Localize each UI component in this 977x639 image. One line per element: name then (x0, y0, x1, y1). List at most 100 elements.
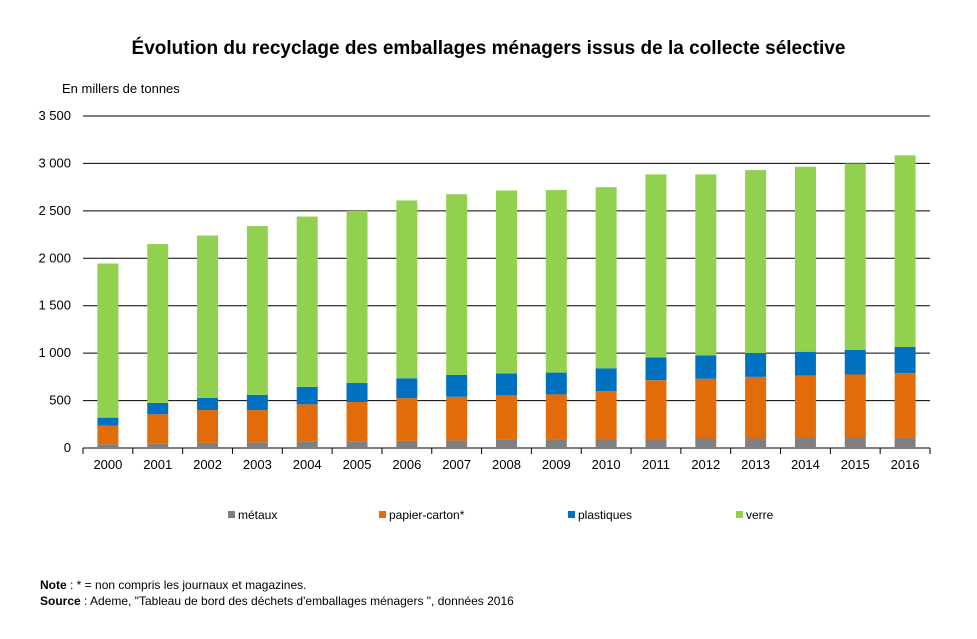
bar-segment (446, 374, 468, 397)
bar-segment (545, 394, 567, 440)
bar-segment (396, 440, 418, 448)
x-tick-label: 2007 (442, 457, 471, 472)
x-tick-label: 2006 (392, 457, 421, 472)
x-tick-label: 2012 (691, 457, 720, 472)
footnotes: Note : * = non compris les journaux et m… (40, 577, 514, 609)
x-tick-label: 2011 (642, 457, 670, 472)
bar-segment (595, 187, 617, 369)
y-tick-label: 2 500 (38, 203, 71, 218)
y-tick-label: 1 000 (38, 345, 71, 360)
x-tick-label: 2002 (193, 457, 222, 472)
bar-segment (844, 349, 866, 375)
bar-segment (147, 402, 169, 415)
bar-segment (595, 439, 617, 448)
bar-segment (645, 357, 667, 381)
bar-segment (97, 263, 119, 418)
x-tick-label: 2005 (343, 457, 372, 472)
x-tick-label: 2008 (492, 457, 521, 472)
bar-segment (246, 226, 268, 395)
bar-segment (695, 174, 717, 356)
note-label: Note (40, 578, 67, 592)
legend-swatch (736, 511, 743, 518)
bar-segment (346, 401, 368, 442)
note-line: Note : * = non compris les journaux et m… (40, 577, 514, 593)
bar-segment (296, 441, 318, 448)
bar-segment (346, 210, 368, 384)
bar-segment (346, 383, 368, 402)
x-tick-label: 2014 (791, 457, 820, 472)
bar-segment (396, 378, 418, 399)
bar-segment (695, 438, 717, 448)
bar-segment (545, 189, 567, 373)
y-tick-label: 3 500 (38, 108, 71, 123)
legend-swatch (228, 511, 235, 518)
y-tick-label: 1 500 (38, 298, 71, 313)
bar-segment (745, 376, 767, 439)
bar-segment (246, 410, 268, 443)
bar-segment (645, 174, 667, 358)
bar-segment (844, 374, 866, 439)
x-tick-label: 2009 (542, 457, 571, 472)
y-tick-label: 3 000 (38, 155, 71, 170)
bar-segment (545, 372, 567, 395)
bar-segment (197, 442, 219, 448)
bar-segment (745, 353, 767, 377)
bar-segment (844, 163, 866, 350)
bar-segment (496, 373, 517, 396)
bar-segment (496, 395, 517, 440)
x-tick-label: 2003 (243, 457, 272, 472)
x-tick-label: 2000 (93, 457, 122, 472)
bar-segment (97, 444, 119, 448)
bar-segment (97, 425, 119, 445)
bar-segment (296, 386, 318, 405)
bar-segment (645, 380, 667, 439)
legend-label: papier-carton* (389, 508, 465, 522)
bar-segment (595, 368, 617, 392)
bar-segment (396, 200, 418, 379)
source-line: Source : Ademe, "Tableau de bord des déc… (40, 593, 514, 609)
legend-label: verre (746, 508, 774, 522)
bar-segment (446, 396, 468, 441)
note-text: : * = non compris les journaux et magazi… (66, 578, 307, 592)
bar-segment (844, 438, 866, 448)
bar-segment (147, 414, 169, 444)
bar-segment (197, 235, 219, 398)
x-tick-label: 2013 (741, 457, 770, 472)
bar-segment (894, 437, 916, 448)
x-tick-label: 2010 (592, 457, 621, 472)
bar-segment (296, 404, 318, 442)
bar-segment (794, 166, 816, 352)
bar-segment (346, 441, 368, 448)
bar-segment (446, 440, 468, 448)
bar-segment (147, 443, 169, 448)
bar-segment (894, 346, 916, 374)
bar-segment (396, 398, 418, 441)
bar-segment (197, 410, 219, 443)
bar-segment (894, 155, 916, 347)
bar-segment (695, 378, 717, 439)
y-tick-label: 0 (64, 440, 71, 455)
bar-segment (745, 438, 767, 448)
x-tick-label: 2016 (891, 457, 920, 472)
y-axis-unit-label: En millers de tonnes (62, 81, 180, 96)
bar-segment (595, 391, 617, 440)
source-text: : Ademe, "Tableau de bord des déchets d'… (80, 594, 514, 608)
legend-swatch (568, 511, 575, 518)
bar-segment (97, 417, 119, 426)
legend-label: métaux (238, 508, 277, 522)
bar-segment (296, 216, 318, 387)
bar-segment (197, 397, 219, 411)
x-tick-label: 2004 (293, 457, 322, 472)
legend-label: plastiques (578, 508, 632, 522)
bar-segment (794, 375, 816, 439)
bar-segment (794, 438, 816, 448)
bar-segment (545, 439, 567, 448)
bar-segment (246, 442, 268, 448)
bar-segment (645, 438, 667, 448)
y-tick-label: 2 000 (38, 250, 71, 265)
bar-segment (496, 439, 517, 448)
bar-segment (246, 394, 268, 411)
legend-swatch (379, 511, 386, 518)
y-tick-label: 500 (49, 393, 71, 408)
